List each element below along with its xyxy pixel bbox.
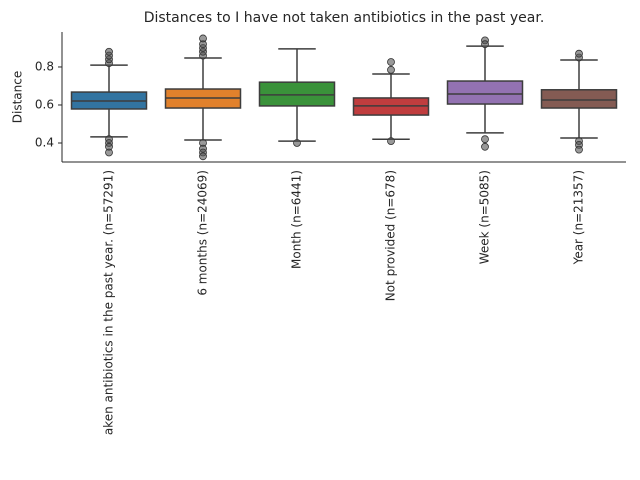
outlier: [575, 49, 583, 58]
outlier: [105, 148, 113, 157]
outlier: [293, 139, 301, 147]
x-tick-label: Week (n=5085): [478, 170, 492, 264]
outlier: [105, 47, 113, 56]
x-tick-label: Year (n=21357): [572, 170, 586, 265]
box: [446, 80, 524, 105]
box: [258, 81, 336, 107]
x-tick-label: 6 months (n=24069): [196, 170, 210, 296]
outlier: [575, 145, 583, 154]
y-tick-label: 0.8: [35, 59, 54, 73]
x-tick-label: Month (n=6441): [290, 170, 304, 269]
box: [540, 89, 618, 109]
outlier: [387, 137, 395, 145]
chart-title: Distances to I have not taken antibiotic…: [144, 10, 545, 26]
outlier: [199, 34, 207, 43]
x-tick-label: Not provided (n=678): [384, 170, 398, 301]
outlier: [199, 152, 207, 161]
outlier: [481, 40, 489, 49]
outlier: [481, 142, 489, 151]
x-tick-label: aken antibiotics in the past year. (n=57…: [102, 170, 116, 435]
y-tick-label: 0.4: [35, 135, 54, 149]
outlier: [481, 135, 489, 144]
y-tick-label: 0.6: [35, 97, 54, 111]
y-axis-label: Distance: [11, 71, 25, 123]
outlier: [387, 58, 395, 66]
outlier: [387, 65, 395, 74]
